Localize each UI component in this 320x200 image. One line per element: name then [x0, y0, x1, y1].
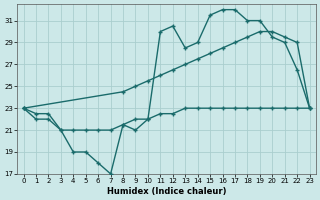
- X-axis label: Humidex (Indice chaleur): Humidex (Indice chaleur): [107, 187, 226, 196]
